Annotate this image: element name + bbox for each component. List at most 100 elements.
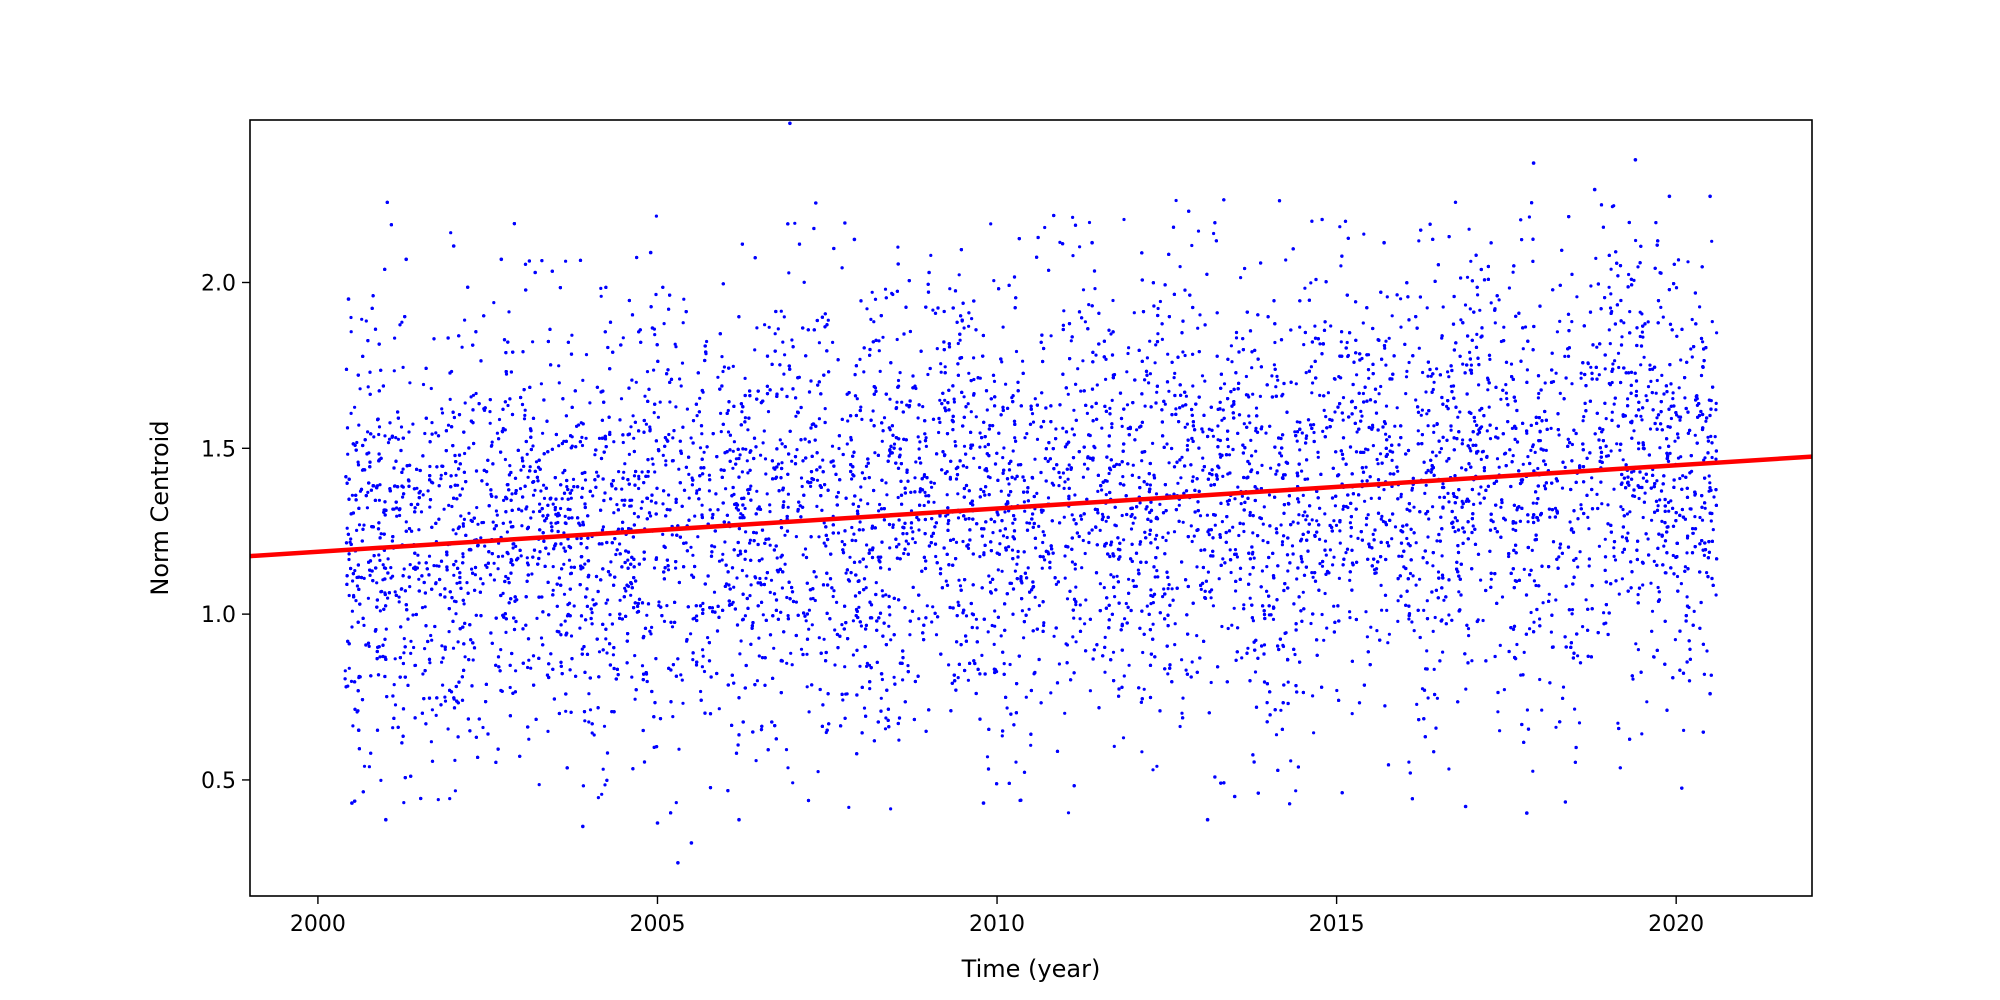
- scatter-point: [571, 477, 576, 481]
- scatter-point: [924, 444, 929, 448]
- scatter-point: [542, 483, 546, 487]
- scatter-point: [1072, 616, 1076, 620]
- scatter-point: [618, 598, 622, 602]
- scatter-point: [985, 755, 990, 759]
- scatter-point: [1275, 374, 1279, 378]
- scatter-point: [387, 437, 392, 441]
- scatter-point: [858, 357, 862, 361]
- scatter-point: [1616, 721, 1620, 725]
- scatter-point: [880, 589, 884, 593]
- scatter-point: [1002, 662, 1006, 666]
- scatter-point: [1209, 680, 1213, 685]
- scatter-point: [1426, 696, 1430, 700]
- scatter-point: [463, 318, 467, 322]
- scatter-point: [1640, 732, 1644, 736]
- scatter-point: [764, 576, 768, 580]
- scatter-point: [909, 526, 913, 530]
- scatter-point: [491, 520, 495, 524]
- scatter-point: [1189, 524, 1193, 528]
- scatter-point: [668, 400, 672, 404]
- scatter-point: [1523, 325, 1528, 329]
- scatter-point: [393, 703, 398, 707]
- scatter-point: [880, 439, 884, 443]
- scatter-point: [1366, 513, 1370, 517]
- scatter-point: [365, 506, 369, 510]
- scatter-point: [1007, 545, 1011, 549]
- scatter-point: [1304, 371, 1308, 375]
- scatter-point: [768, 590, 772, 595]
- scatter-point: [1248, 510, 1252, 515]
- scatter-point: [1531, 769, 1535, 773]
- scatter-point: [1671, 397, 1675, 401]
- scatter-point: [1481, 618, 1485, 623]
- scatter-point: [1346, 506, 1350, 510]
- scatter-point: [966, 402, 970, 406]
- scatter-point: [1587, 527, 1591, 531]
- scatter-point: [956, 676, 960, 680]
- scatter-point: [383, 434, 387, 438]
- scatter-point: [859, 624, 864, 628]
- scatter-point: [1063, 480, 1067, 484]
- scatter-point: [1515, 642, 1519, 647]
- scatter-point: [807, 608, 812, 612]
- scatter-point: [1303, 510, 1307, 514]
- scatter-point: [1129, 527, 1134, 531]
- scatter-point: [1103, 635, 1107, 640]
- scatter-point: [1477, 492, 1481, 496]
- scatter-point: [423, 431, 427, 436]
- scatter-point: [633, 654, 637, 658]
- scatter-point: [549, 521, 553, 525]
- scatter-point: [1167, 583, 1171, 587]
- scatter-point: [1093, 287, 1097, 291]
- scatter-point: [1104, 519, 1108, 523]
- scatter-point: [1429, 374, 1433, 378]
- scatter-point: [1008, 662, 1012, 667]
- scatter-point: [1081, 288, 1086, 292]
- scatter-point: [1424, 471, 1428, 475]
- scatter-point: [1393, 424, 1397, 428]
- scatter-point: [1348, 616, 1352, 620]
- scatter-point: [1153, 575, 1157, 579]
- scatter-point: [514, 544, 518, 549]
- scatter-point: [473, 573, 477, 577]
- scatter-point: [790, 663, 794, 667]
- scatter-point: [439, 473, 443, 477]
- scatter-point: [1581, 419, 1585, 423]
- scatter-point: [1447, 767, 1451, 771]
- scatter-point: [679, 384, 683, 388]
- scatter-point: [1412, 505, 1416, 509]
- scatter-point: [884, 481, 888, 485]
- scatter-point: [1385, 295, 1389, 299]
- scatter-point: [1610, 205, 1614, 209]
- scatter-point: [1195, 565, 1199, 569]
- scatter-point: [758, 576, 762, 581]
- scatter-point: [1609, 267, 1613, 271]
- scatter-point: [1489, 577, 1493, 581]
- scatter-point: [1346, 354, 1350, 359]
- scatter-point: [1460, 466, 1464, 470]
- scatter-point: [1180, 658, 1184, 662]
- scatter-point: [992, 642, 996, 647]
- scatter-point: [1637, 496, 1641, 501]
- scatter-point: [475, 506, 479, 510]
- scatter-point: [446, 727, 450, 731]
- scatter-point: [539, 489, 543, 493]
- scatter-point: [1252, 556, 1256, 560]
- scatter-point: [1076, 367, 1080, 371]
- scatter-point: [1299, 554, 1303, 559]
- scatter-point: [1530, 548, 1534, 553]
- scatter-point: [864, 586, 868, 590]
- scatter-point: [985, 408, 989, 412]
- scatter-point: [843, 665, 847, 669]
- scatter-point: [889, 807, 893, 811]
- scatter-point: [1646, 537, 1650, 541]
- scatter-point: [511, 546, 515, 550]
- scatter-point: [1341, 396, 1346, 400]
- scatter-point: [1137, 475, 1141, 480]
- scatter-point: [817, 341, 822, 345]
- scatter-point: [790, 459, 794, 463]
- scatter-point: [905, 403, 909, 407]
- scatter-point: [1600, 502, 1604, 506]
- scatter-point: [1174, 407, 1178, 411]
- scatter-point: [1414, 541, 1418, 545]
